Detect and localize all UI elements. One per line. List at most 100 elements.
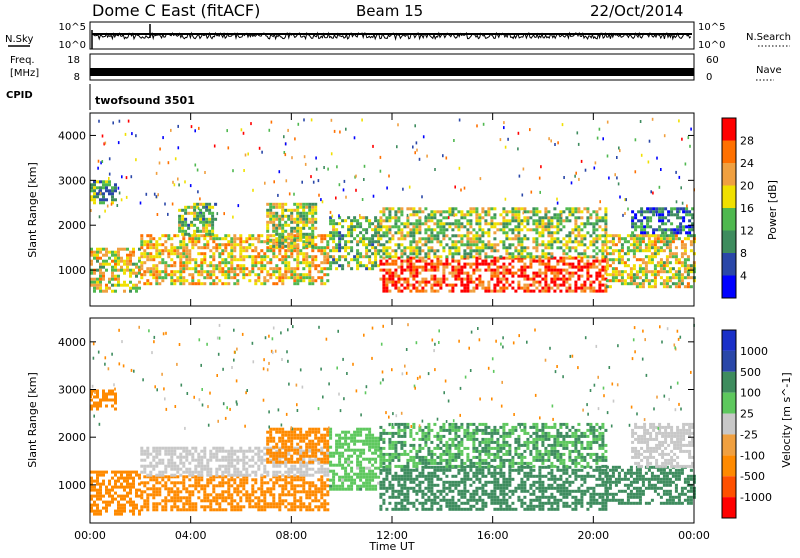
heatmap-cell: [206, 493, 209, 496]
heatmap-cell: [260, 499, 263, 502]
heatmap-cell: [173, 264, 176, 267]
heatmap-cell: [284, 493, 287, 496]
heatmap-cell: [311, 449, 314, 452]
heatmap-cell: [287, 471, 290, 474]
heatmap-cell: [114, 498, 117, 501]
heatmap-cell: [105, 263, 108, 266]
heatmap-cell: [245, 499, 248, 502]
heatmap-cell: [191, 453, 194, 456]
heatmap-cell: [302, 279, 305, 282]
heatmap-cell: [173, 234, 176, 237]
heatmap-cell: [365, 482, 368, 485]
heatmap-cell: [132, 272, 135, 275]
heatmap-cell: [371, 440, 374, 443]
heatmap-cell: [96, 278, 99, 281]
heatmap-cell: [436, 240, 439, 243]
heatmap-cell: [400, 266, 403, 269]
heatmap-cell: [368, 428, 371, 431]
heatmap-cell: [203, 484, 206, 487]
heatmap-cell: [586, 275, 589, 278]
heatmap-cell: [526, 255, 529, 258]
heatmap-cell: [287, 249, 290, 252]
heatmap-point: [271, 121, 273, 124]
heatmap-cell: [245, 450, 248, 453]
heatmap-cell: [541, 219, 544, 222]
heatmap-cell: [102, 390, 105, 393]
heatmap-cell: [140, 273, 143, 276]
heatmap-cell: [541, 249, 544, 252]
heatmap-point: [98, 120, 100, 123]
heatmap-cell: [365, 231, 368, 234]
heatmap-cell: [454, 243, 457, 246]
heatmap-cell: [341, 464, 344, 467]
heatmap-cell: [184, 233, 187, 236]
heatmap-cell: [182, 237, 185, 240]
heatmap-cell: [592, 237, 595, 240]
heatmap-cell: [323, 458, 326, 461]
heatmap-cell: [643, 225, 646, 228]
heatmap-cell: [314, 505, 317, 508]
heatmap-cell: [511, 255, 514, 258]
heatmap-cell: [248, 499, 251, 502]
heatmap-cell: [475, 207, 478, 210]
heatmap-cell: [93, 284, 96, 287]
heatmap-cell: [245, 496, 248, 499]
heatmap-cell: [311, 258, 314, 261]
heatmap-cell: [120, 507, 123, 510]
heatmap-cell: [612, 258, 615, 261]
heatmap-cell: [326, 258, 329, 261]
heatmap-cell: [568, 275, 571, 278]
heatmap-cell: [242, 273, 245, 276]
heatmap-cell: [379, 496, 382, 499]
heatmap-cell: [102, 495, 105, 498]
heatmap-cell: [424, 252, 427, 255]
heatmap-cell: [320, 478, 323, 481]
heatmap-cell: [305, 221, 308, 224]
heatmap-cell: [227, 450, 230, 453]
heatmap-cell: [544, 243, 547, 246]
heatmap-point: [343, 188, 345, 191]
heatmap-cell: [341, 267, 344, 270]
heatmap-cell: [212, 496, 215, 499]
heatmap-point: [214, 145, 216, 148]
heatmap-cell: [272, 474, 275, 477]
heatmap-cell: [397, 508, 400, 511]
heatmap-cell: [368, 446, 371, 449]
heatmap-cell: [406, 234, 409, 237]
heatmap-cell: [96, 474, 99, 477]
heatmap-cell: [158, 474, 161, 477]
heatmap-cell: [200, 487, 203, 490]
heatmap-cell: [544, 278, 547, 281]
heatmap-cell: [299, 446, 302, 449]
heatmap-cell: [403, 481, 406, 484]
heatmap-cell: [212, 475, 215, 478]
heatmap-cell: [208, 203, 211, 206]
heatmap-cell: [382, 252, 385, 255]
heatmap-cell: [338, 249, 341, 252]
heatmap-cell: [511, 252, 514, 255]
heatmap-cell: [493, 263, 496, 266]
heatmap-cell: [660, 237, 663, 240]
heatmap-cell: [278, 502, 281, 505]
heatmap-cell: [209, 508, 212, 511]
heatmap-cell: [212, 240, 215, 243]
heatmap-cell: [663, 240, 666, 243]
heatmap-cell: [541, 243, 544, 246]
heatmap-cell: [260, 267, 263, 270]
heatmap-cell: [496, 257, 499, 260]
heatmap-cell: [314, 209, 317, 212]
heatmap-cell: [353, 437, 356, 440]
heatmap-cell: [484, 243, 487, 246]
heatmap-cell: [388, 240, 391, 243]
heatmap-cell: [329, 485, 332, 488]
heatmap-cell: [658, 228, 661, 231]
heatmap-cell: [371, 473, 374, 476]
heatmap-cell: [212, 255, 215, 258]
heatmap-cell: [296, 221, 299, 224]
heatmap-cell: [374, 216, 377, 219]
heatmap-cell: [296, 261, 299, 264]
heatmap-cell: [178, 218, 181, 221]
heatmap-cell: [669, 246, 672, 249]
heatmap-cell: [547, 284, 550, 287]
heatmap-cell: [541, 260, 544, 263]
